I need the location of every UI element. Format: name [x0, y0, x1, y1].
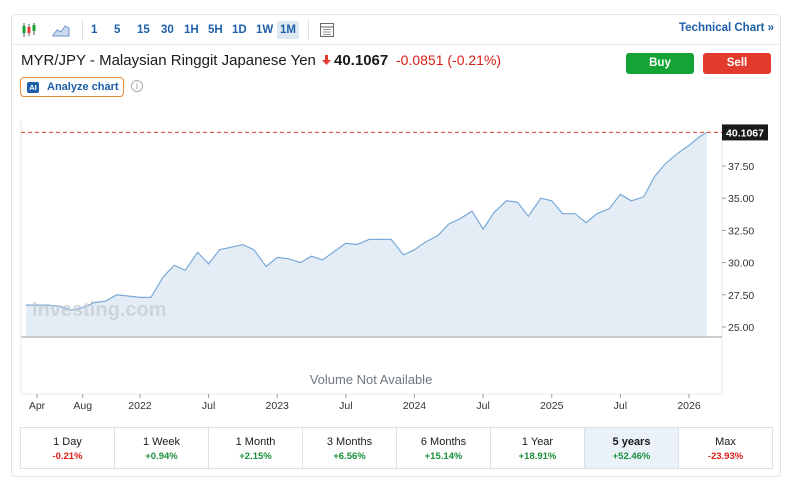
investing-watermark: Investing.com	[32, 299, 166, 321]
x-tick-label: Apr	[29, 400, 46, 412]
price-area	[26, 132, 707, 337]
period-label: 1 Year	[521, 436, 554, 448]
x-tick-label: Jul	[614, 400, 627, 412]
timeframe-30[interactable]: 30	[161, 24, 174, 36]
period-1-month[interactable]: 1 Month +2.15%	[209, 428, 303, 468]
timeframe-5h[interactable]: 5H	[208, 24, 223, 36]
period-change: +6.56%	[333, 451, 366, 462]
x-tick-label: Aug	[73, 400, 92, 412]
timeframe-5[interactable]: 5	[114, 24, 121, 36]
period-label: 6 Months	[420, 436, 467, 448]
timeframe-1h[interactable]: 1H	[184, 24, 199, 36]
info-icon[interactable]: i	[131, 80, 143, 92]
x-tick-label: Jul	[339, 400, 352, 412]
x-tick-label: 2022	[128, 400, 152, 412]
x-tick-label: Jul	[202, 400, 215, 412]
last-price: 40.1067	[334, 52, 389, 69]
period-6-months[interactable]: 6 Months +15.14%	[397, 428, 491, 468]
period-5-years[interactable]: 5 years +52.46%	[585, 428, 679, 468]
candlestick-icon[interactable]	[18, 20, 40, 40]
analyze-chart-button[interactable]: AI Analyze chart	[20, 77, 124, 97]
data-table-icon[interactable]	[316, 20, 338, 40]
period-1-year[interactable]: 1 Year +18.91%	[491, 428, 585, 468]
y-tick-label: 30.00	[728, 258, 754, 270]
period-change: -23.93%	[707, 451, 744, 462]
performance-periods: 1 Day -0.21% 1 Week +0.94% 1 Month +2.15% 3 Mo…	[20, 427, 773, 469]
x-tick-label: 2026	[677, 400, 701, 412]
y-tick-label: 35.00	[728, 193, 754, 205]
period-change: +52.46%	[612, 451, 651, 462]
period-change: +18.91%	[518, 451, 557, 462]
period-1-week[interactable]: 1 Week +0.94%	[115, 428, 209, 468]
period-label: 5 years	[612, 436, 651, 448]
timeframe-1[interactable]: 1	[91, 24, 98, 36]
period-change: +0.94%	[145, 451, 178, 462]
x-tick-label: 2023	[266, 400, 290, 412]
last-price-badge	[722, 124, 768, 141]
sell-button[interactable]: Sell	[703, 53, 771, 74]
x-tick-label: 2025	[540, 400, 564, 412]
toolbar-divider	[82, 19, 83, 41]
price-line	[26, 131, 708, 311]
instrument-title: MYR/JPY - Malaysian Ringgit Japanese Yen	[21, 52, 316, 69]
y-tick-label: 27.50	[728, 290, 754, 302]
y-tick-label: 25.00	[728, 322, 754, 334]
price-chart[interactable]: 40.1067 25.00 27.50 30.00 32.50 35.00 37.50 Apr…	[0, 0, 792, 427]
x-tick-label: Jul	[476, 400, 489, 412]
period-label: 1 Day	[53, 436, 82, 448]
timeframe-1m[interactable]: 1M	[277, 21, 299, 39]
period-change: +15.14%	[424, 451, 463, 462]
period-change: -0.21%	[52, 451, 83, 462]
period-label: 1 Week	[142, 436, 181, 448]
area-chart-icon[interactable]	[50, 20, 72, 40]
period-change: +2.15%	[239, 451, 272, 462]
analyze-chart-label: Analyze chart	[47, 81, 119, 93]
period-label: 3 Months	[326, 436, 373, 448]
technical-chart-link[interactable]: Technical Chart »	[678, 22, 774, 34]
timeframe-15[interactable]: 15	[137, 24, 150, 36]
volume-not-available: Volume Not Available	[310, 372, 433, 387]
last-price-badge-label: 40.1067	[726, 127, 764, 139]
price-change: -0.0851 (-0.21%)	[396, 52, 502, 68]
period-label: 1 Month	[235, 436, 276, 448]
period-3-months[interactable]: 3 Months +6.56%	[303, 428, 397, 468]
period-label: Max	[715, 436, 736, 448]
period-max[interactable]: Max -23.93%	[679, 428, 772, 468]
toolbar-divider	[308, 19, 309, 41]
y-tick-label: 37.50	[728, 161, 754, 173]
chart-widget-frame	[11, 14, 781, 477]
period-1-day[interactable]: 1 Day -0.21%	[21, 428, 115, 468]
x-tick-label: 2024	[403, 400, 427, 412]
y-tick-label: 32.50	[728, 225, 754, 237]
buy-button[interactable]: Buy	[626, 53, 694, 74]
ai-icon: AI	[27, 81, 39, 93]
timeframe-1w[interactable]: 1W	[256, 24, 274, 36]
price-down-arrow-icon	[322, 55, 331, 65]
timeframe-1d[interactable]: 1D	[232, 24, 247, 36]
chart-toolbar: 1 5 15 30 1H 5H 1D 1W 1M Technical Chart »	[12, 16, 780, 45]
